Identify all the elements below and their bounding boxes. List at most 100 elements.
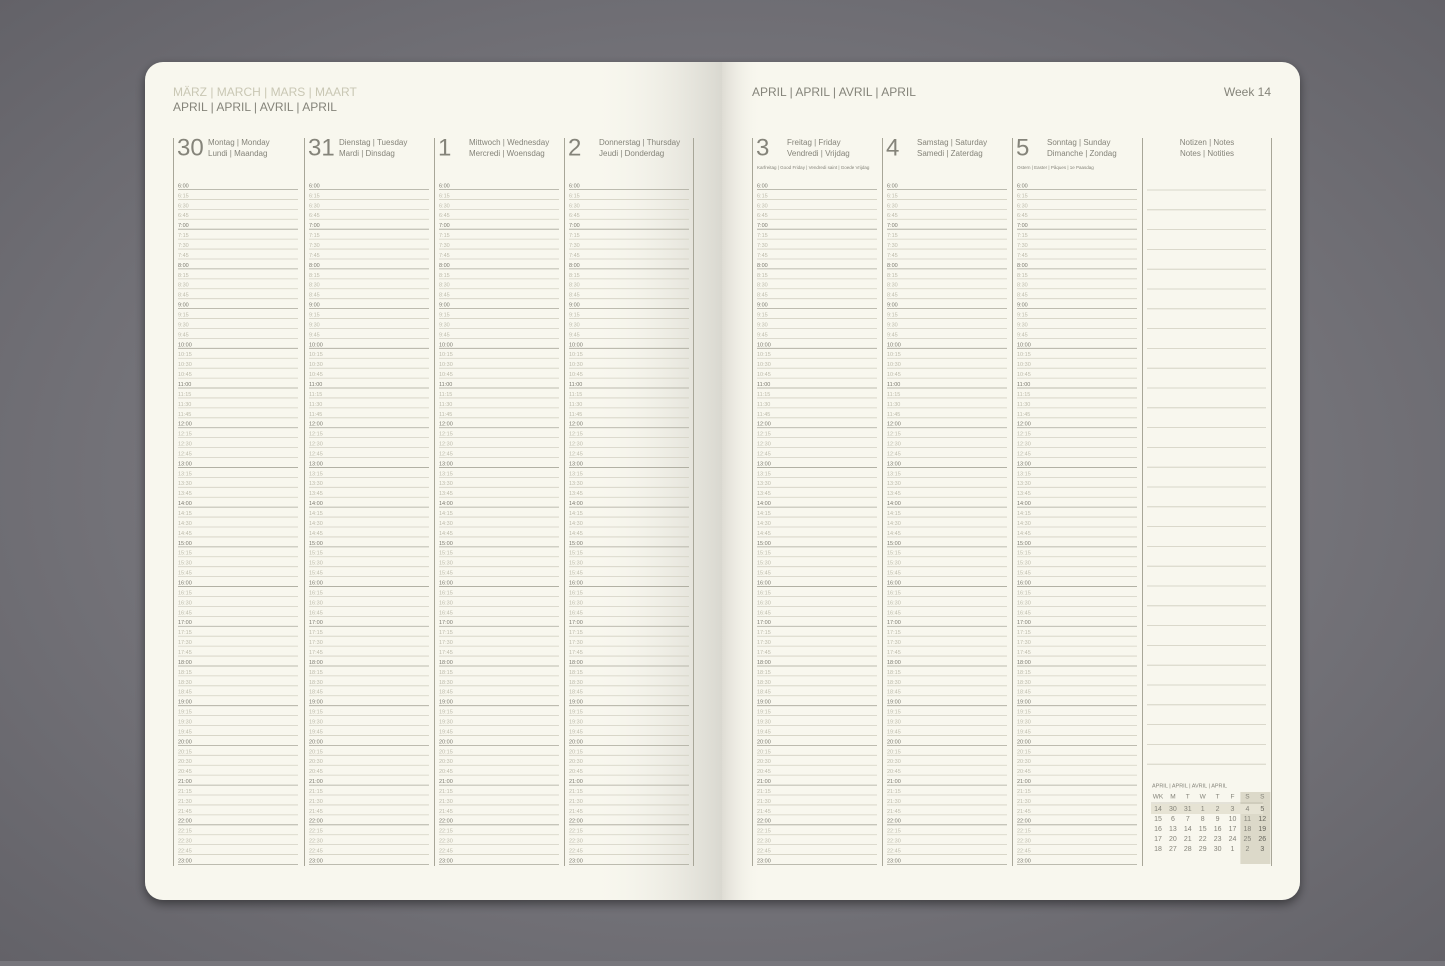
gutter-right: [722, 62, 762, 900]
time-label: 18:45: [1017, 690, 1031, 696]
time-label: 18:30: [309, 680, 323, 686]
time-label: 22:45: [569, 849, 583, 855]
time-label: 14:45: [1017, 531, 1031, 537]
time-label: 11:45: [309, 412, 322, 418]
time-label: 14:30: [309, 521, 323, 527]
time-label: 20:00: [757, 739, 771, 745]
time-label: 8:00: [309, 263, 320, 269]
time-label: 10:00: [1017, 342, 1031, 348]
day-names: Dienstag | Tuesday: [339, 138, 407, 147]
mini-day: 11: [1244, 816, 1251, 823]
time-label: 12:45: [178, 451, 192, 457]
time-label: 20:30: [178, 759, 192, 765]
time-label: 11:30: [887, 402, 900, 408]
time-label: 8:00: [757, 263, 768, 269]
time-label: 21:15: [439, 789, 453, 795]
time-label: 21:30: [569, 799, 583, 805]
time-label: 9:30: [439, 322, 450, 328]
time-label: 21:45: [439, 809, 453, 815]
time-label: 6:45: [569, 213, 580, 219]
time-label: 11:15: [439, 392, 452, 398]
time-label: 21:30: [309, 799, 323, 805]
time-label: 8:45: [1017, 293, 1028, 299]
time-label: 22:00: [757, 819, 771, 825]
mini-day: 8: [1201, 816, 1205, 823]
time-label: 12:45: [887, 451, 901, 457]
time-label: 8:15: [887, 273, 898, 279]
time-label: 19:30: [1017, 719, 1031, 725]
time-label: 16:00: [178, 581, 192, 587]
time-label: 19:45: [887, 729, 901, 735]
time-label: 20:15: [757, 749, 771, 755]
time-label: 20:00: [1017, 739, 1031, 745]
time-label: 20:00: [439, 739, 453, 745]
time-label: 20:15: [1017, 749, 1031, 755]
time-label: 19:15: [1017, 710, 1031, 716]
time-label: 19:15: [178, 710, 192, 716]
time-label: 17:00: [439, 620, 453, 626]
mini-day: 26: [1258, 836, 1266, 843]
mini-day: 27: [1169, 846, 1177, 853]
day-names: Freitag | Friday: [787, 138, 841, 147]
time-label: 13:30: [757, 481, 771, 487]
time-label: 6:15: [309, 193, 320, 199]
time-label: 16:15: [1017, 590, 1031, 596]
mini-day: 16: [1154, 826, 1162, 833]
time-label: 19:30: [569, 719, 583, 725]
time-label: 12:15: [757, 432, 771, 438]
time-label: 7:00: [439, 223, 450, 229]
notes-title: Notizen | Notes: [1180, 138, 1235, 147]
time-label: 13:15: [309, 471, 323, 477]
time-label: 8:15: [757, 273, 768, 279]
time-label: 16:15: [178, 590, 192, 596]
time-label: 6:30: [439, 203, 450, 209]
time-label: 19:45: [309, 729, 323, 735]
time-label: 22:45: [439, 849, 453, 855]
time-label: 7:30: [178, 243, 189, 249]
time-label: 21:45: [178, 809, 192, 815]
time-label: 10:15: [887, 352, 901, 358]
time-label: 21:45: [569, 809, 583, 815]
time-label: 14:30: [1017, 521, 1031, 527]
time-label: 7:30: [887, 243, 898, 249]
time-label: 9:15: [439, 312, 450, 318]
time-label: 16:00: [757, 581, 771, 587]
time-label: 15:45: [757, 571, 771, 577]
time-label: 20:30: [887, 759, 901, 765]
time-label: 22:00: [178, 819, 192, 825]
mini-day: 4: [1245, 806, 1249, 813]
time-label: 11:00: [569, 382, 582, 388]
mini-day: 3: [1231, 806, 1235, 813]
time-label: 13:30: [309, 481, 323, 487]
time-label: 18:15: [439, 670, 453, 676]
time-label: 14:15: [439, 511, 453, 517]
time-label: 19:30: [439, 719, 453, 725]
time-label: 10:45: [569, 372, 583, 378]
time-label: 7:45: [1017, 253, 1028, 259]
time-label: 18:15: [178, 670, 192, 676]
time-label: 21:00: [439, 779, 453, 785]
day-names: Dimanche | Zondag: [1047, 149, 1117, 158]
time-label: 17:15: [757, 630, 771, 636]
time-label: 11:15: [887, 392, 900, 398]
time-label: 15:30: [569, 561, 583, 567]
time-label: 14:45: [569, 531, 583, 537]
time-label: 14:45: [887, 531, 901, 537]
mini-day: 14: [1184, 826, 1192, 833]
time-label: 13:30: [569, 481, 583, 487]
time-label: 20:00: [569, 739, 583, 745]
mini-header: M: [1170, 794, 1175, 801]
time-label: 20:45: [757, 769, 771, 775]
time-label: 22:45: [887, 849, 901, 855]
time-label: 10:30: [439, 362, 453, 368]
time-label: 15:45: [887, 571, 901, 577]
time-label: 7:00: [569, 223, 580, 229]
time-label: 13:00: [309, 461, 323, 467]
time-label: 11:30: [439, 402, 452, 408]
time-label: 14:00: [439, 501, 453, 507]
time-label: 20:30: [569, 759, 583, 765]
time-label: 18:30: [757, 680, 771, 686]
time-label: 11:00: [757, 382, 770, 388]
time-label: 7:30: [757, 243, 768, 249]
time-label: 12:45: [569, 451, 583, 457]
